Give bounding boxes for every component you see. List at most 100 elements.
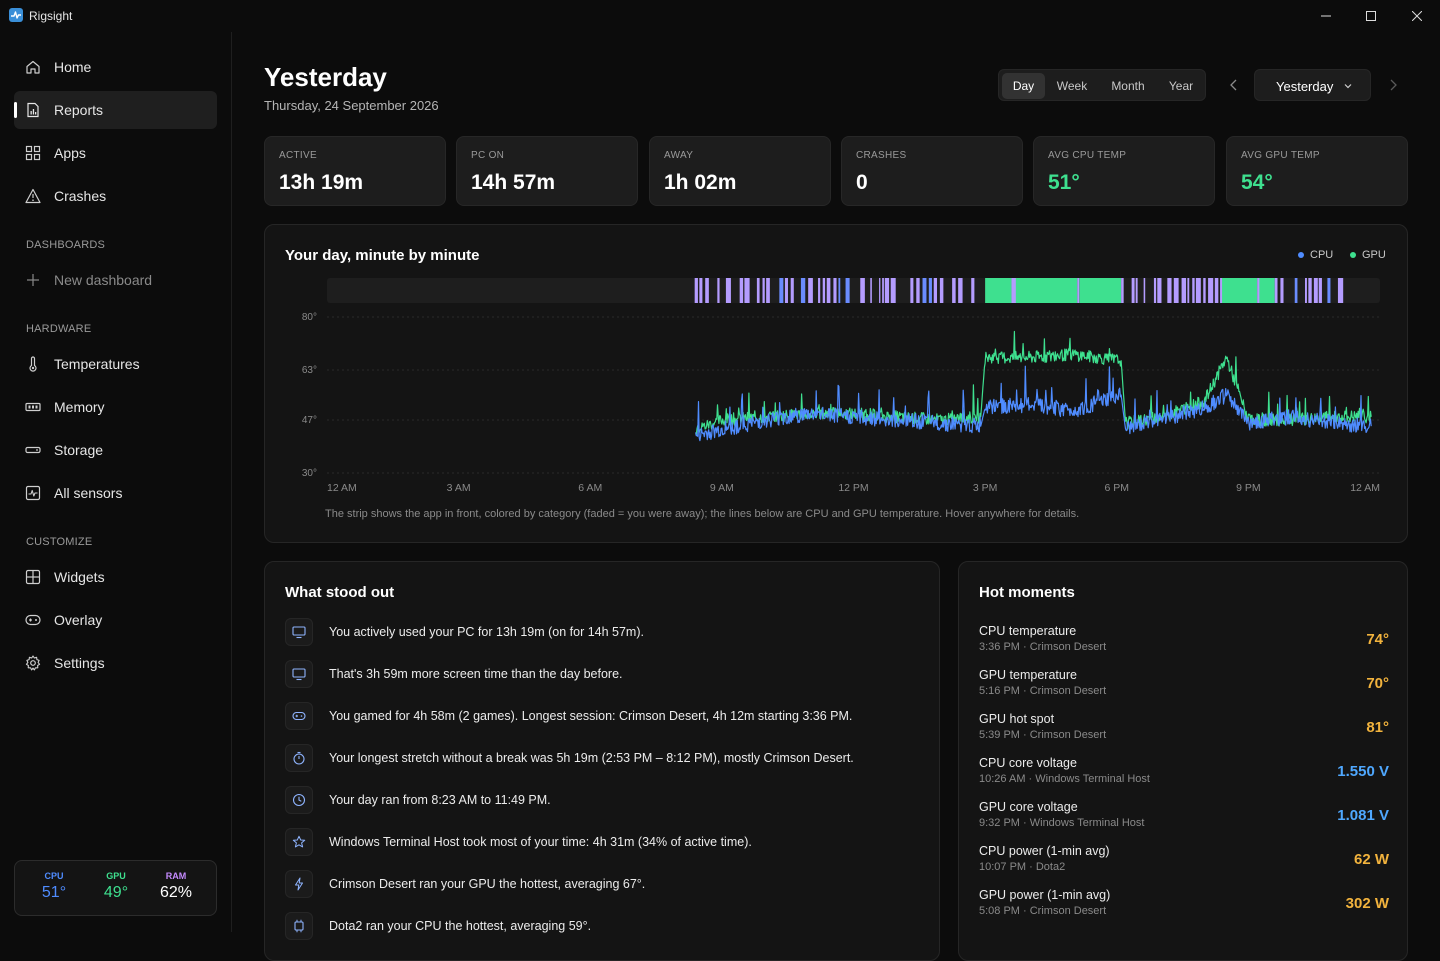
app-strip-segment	[705, 278, 709, 303]
app-strip-segment	[860, 278, 865, 303]
hot-moment-row[interactable]: CPU power (1-min avg) 10:07 PM · Dota2 62 …	[979, 844, 1389, 880]
app-strip-segment	[1337, 278, 1344, 303]
vitals-widget: CPU 51° GPU 49° RAM 62%	[14, 860, 217, 916]
insight-text: Dota2 ran your CPU the hottest, averagin…	[329, 919, 592, 933]
thermometer-icon	[25, 356, 41, 372]
date-select[interactable]: Yesterday	[1254, 69, 1371, 101]
next-period-button[interactable]	[1385, 77, 1401, 93]
x-tick-label: 6 AM	[578, 482, 602, 494]
hot-moment-value: 74°	[1366, 631, 1389, 648]
insights-title: What stood out	[285, 584, 395, 601]
stopwatch-icon	[285, 744, 313, 772]
hot-moment-name: CPU power (1-min avg)	[979, 844, 1110, 858]
app-strip-segment	[1011, 278, 1017, 303]
reports-icon	[25, 102, 41, 118]
app-strip-segment	[1131, 278, 1135, 303]
app-strip-segment	[1077, 278, 1080, 303]
range-year-button[interactable]: Year	[1168, 79, 1194, 93]
app-strip-segment	[916, 278, 920, 303]
app-strip-segment	[1079, 278, 1122, 303]
sidebar-item-settings[interactable]: Settings	[14, 644, 217, 682]
hot-moment-name: GPU temperature	[979, 668, 1077, 682]
new-dashboard-button[interactable]: New dashboard	[14, 261, 217, 299]
hot-moment-row[interactable]: GPU core voltage 9:32 PM · Windows Termin…	[979, 800, 1389, 836]
warning-icon	[25, 188, 41, 204]
insight-item: You gamed for 4h 58m (2 games). Longest …	[285, 700, 925, 730]
insight-item: You actively used your PC for 13h 19m (o…	[285, 616, 925, 646]
sidebar-item-label: All sensors	[54, 485, 123, 501]
range-week-button[interactable]: Week	[1056, 79, 1088, 93]
app-strip-segment	[933, 278, 938, 303]
minimize-icon	[1321, 15, 1331, 17]
section-label-customize: CUSTOMIZE	[26, 536, 93, 548]
app-logo-icon	[9, 8, 23, 22]
hot-moment-row[interactable]: CPU temperature 3:36 PM · Crimson Desert 7…	[979, 624, 1389, 660]
range-month-button[interactable]: Month	[1111, 79, 1145, 93]
sidebar-item-temperatures[interactable]: Temperatures	[14, 345, 217, 383]
sidebar-item-widgets[interactable]: Widgets	[14, 558, 217, 596]
sidebar-item-apps[interactable]: Apps	[14, 134, 217, 172]
series-gpu-line	[695, 330, 1372, 436]
hot-moment-value: 1.081 V	[1337, 807, 1389, 824]
stat-card-pc-on: PC ON 14h 57m	[456, 136, 638, 206]
app-strip-segment	[762, 278, 765, 303]
sidebar-item-memory[interactable]: Memory	[14, 388, 217, 426]
memory-icon	[25, 399, 41, 415]
overlay-icon	[25, 612, 41, 628]
minimize-button[interactable]	[1303, 0, 1349, 32]
app-strip-segment	[1167, 278, 1172, 303]
app-strip-segment	[790, 278, 794, 303]
legend-gpu-swatch	[1350, 252, 1356, 258]
legend-cpu-swatch	[1298, 252, 1304, 258]
app-strip-segment	[958, 278, 963, 303]
app-strip-segment	[985, 278, 1012, 303]
monitor-icon	[285, 618, 313, 646]
hot-moment-row[interactable]: CPU core voltage 10:26 AM · Windows Termi…	[979, 756, 1389, 792]
app-strip-segment	[1259, 278, 1275, 303]
x-tick-label: 12 PM	[838, 482, 868, 494]
maximize-icon	[1366, 11, 1376, 21]
home-icon	[25, 59, 41, 75]
x-tick-label: 12 AM	[327, 482, 357, 494]
stat-label: CRASHES	[856, 150, 907, 161]
insights-panel: What stood out You actively used your PC…	[264, 561, 940, 961]
chevron-right-icon	[1390, 79, 1397, 91]
sidebar-item-home[interactable]: Home	[14, 48, 217, 86]
vital-gpu: GPU 49°	[86, 871, 146, 902]
day-chart[interactable]: 80° 63° 47° 30° 12 AM 3 AM 6 AM 9 AM 12 PM 3 PM 6 …	[265, 225, 1408, 525]
hot-moment-row[interactable]: GPU temperature 5:16 PM · Crimson Desert 7…	[979, 668, 1389, 704]
stat-value: 0	[856, 171, 868, 194]
sidebar-item-storage[interactable]: Storage	[14, 431, 217, 469]
insight-text: Crimson Desert ran your GPU the hottest,…	[329, 877, 646, 891]
apps-icon	[25, 145, 41, 161]
hot-moment-row[interactable]: GPU hot spot 5:39 PM · Crimson Desert 81°	[979, 712, 1389, 748]
series-cpu-line	[695, 365, 1372, 442]
legend-gpu-label: GPU	[1362, 249, 1386, 261]
sidebar-item-overlay[interactable]: Overlay	[14, 601, 217, 639]
close-button[interactable]	[1394, 0, 1440, 32]
sidebar-item-label: Settings	[54, 655, 105, 671]
sidebar-item-crashes[interactable]: Crashes	[14, 177, 217, 215]
insight-item: Dota2 ran your CPU the hottest, averagin…	[285, 910, 925, 940]
range-day-button[interactable]: Day	[1002, 73, 1045, 99]
sidebar-item-reports[interactable]: Reports	[14, 91, 217, 129]
app-strip-segment	[1274, 278, 1278, 303]
app-strip-segment	[1121, 278, 1124, 303]
app-strip-segment	[1280, 278, 1284, 303]
previous-period-button[interactable]	[1226, 77, 1242, 93]
app-strip-segment	[1327, 278, 1331, 303]
app-strip-segment	[822, 278, 826, 303]
sidebar-item-label: Memory	[54, 399, 105, 415]
hot-moment-row[interactable]: GPU power (1-min avg) 5:08 PM · Crimson D…	[979, 888, 1389, 924]
sidebar-item-all-sensors[interactable]: All sensors	[14, 474, 217, 512]
x-tick-label: 9 PM	[1236, 482, 1261, 494]
range-selector: Day Week Month Year	[998, 69, 1206, 101]
hot-moment-meta: 3:36 PM · Crimson Desert	[979, 641, 1107, 653]
app-strip-segment	[879, 278, 881, 303]
maximize-button[interactable]	[1348, 0, 1394, 32]
hot-moment-name: CPU core voltage	[979, 756, 1077, 770]
app-strip-segment	[1294, 278, 1298, 303]
app-strip-segment	[882, 278, 884, 303]
app-strip-segment	[910, 278, 914, 303]
vital-cpu: CPU 51°	[24, 871, 84, 902]
